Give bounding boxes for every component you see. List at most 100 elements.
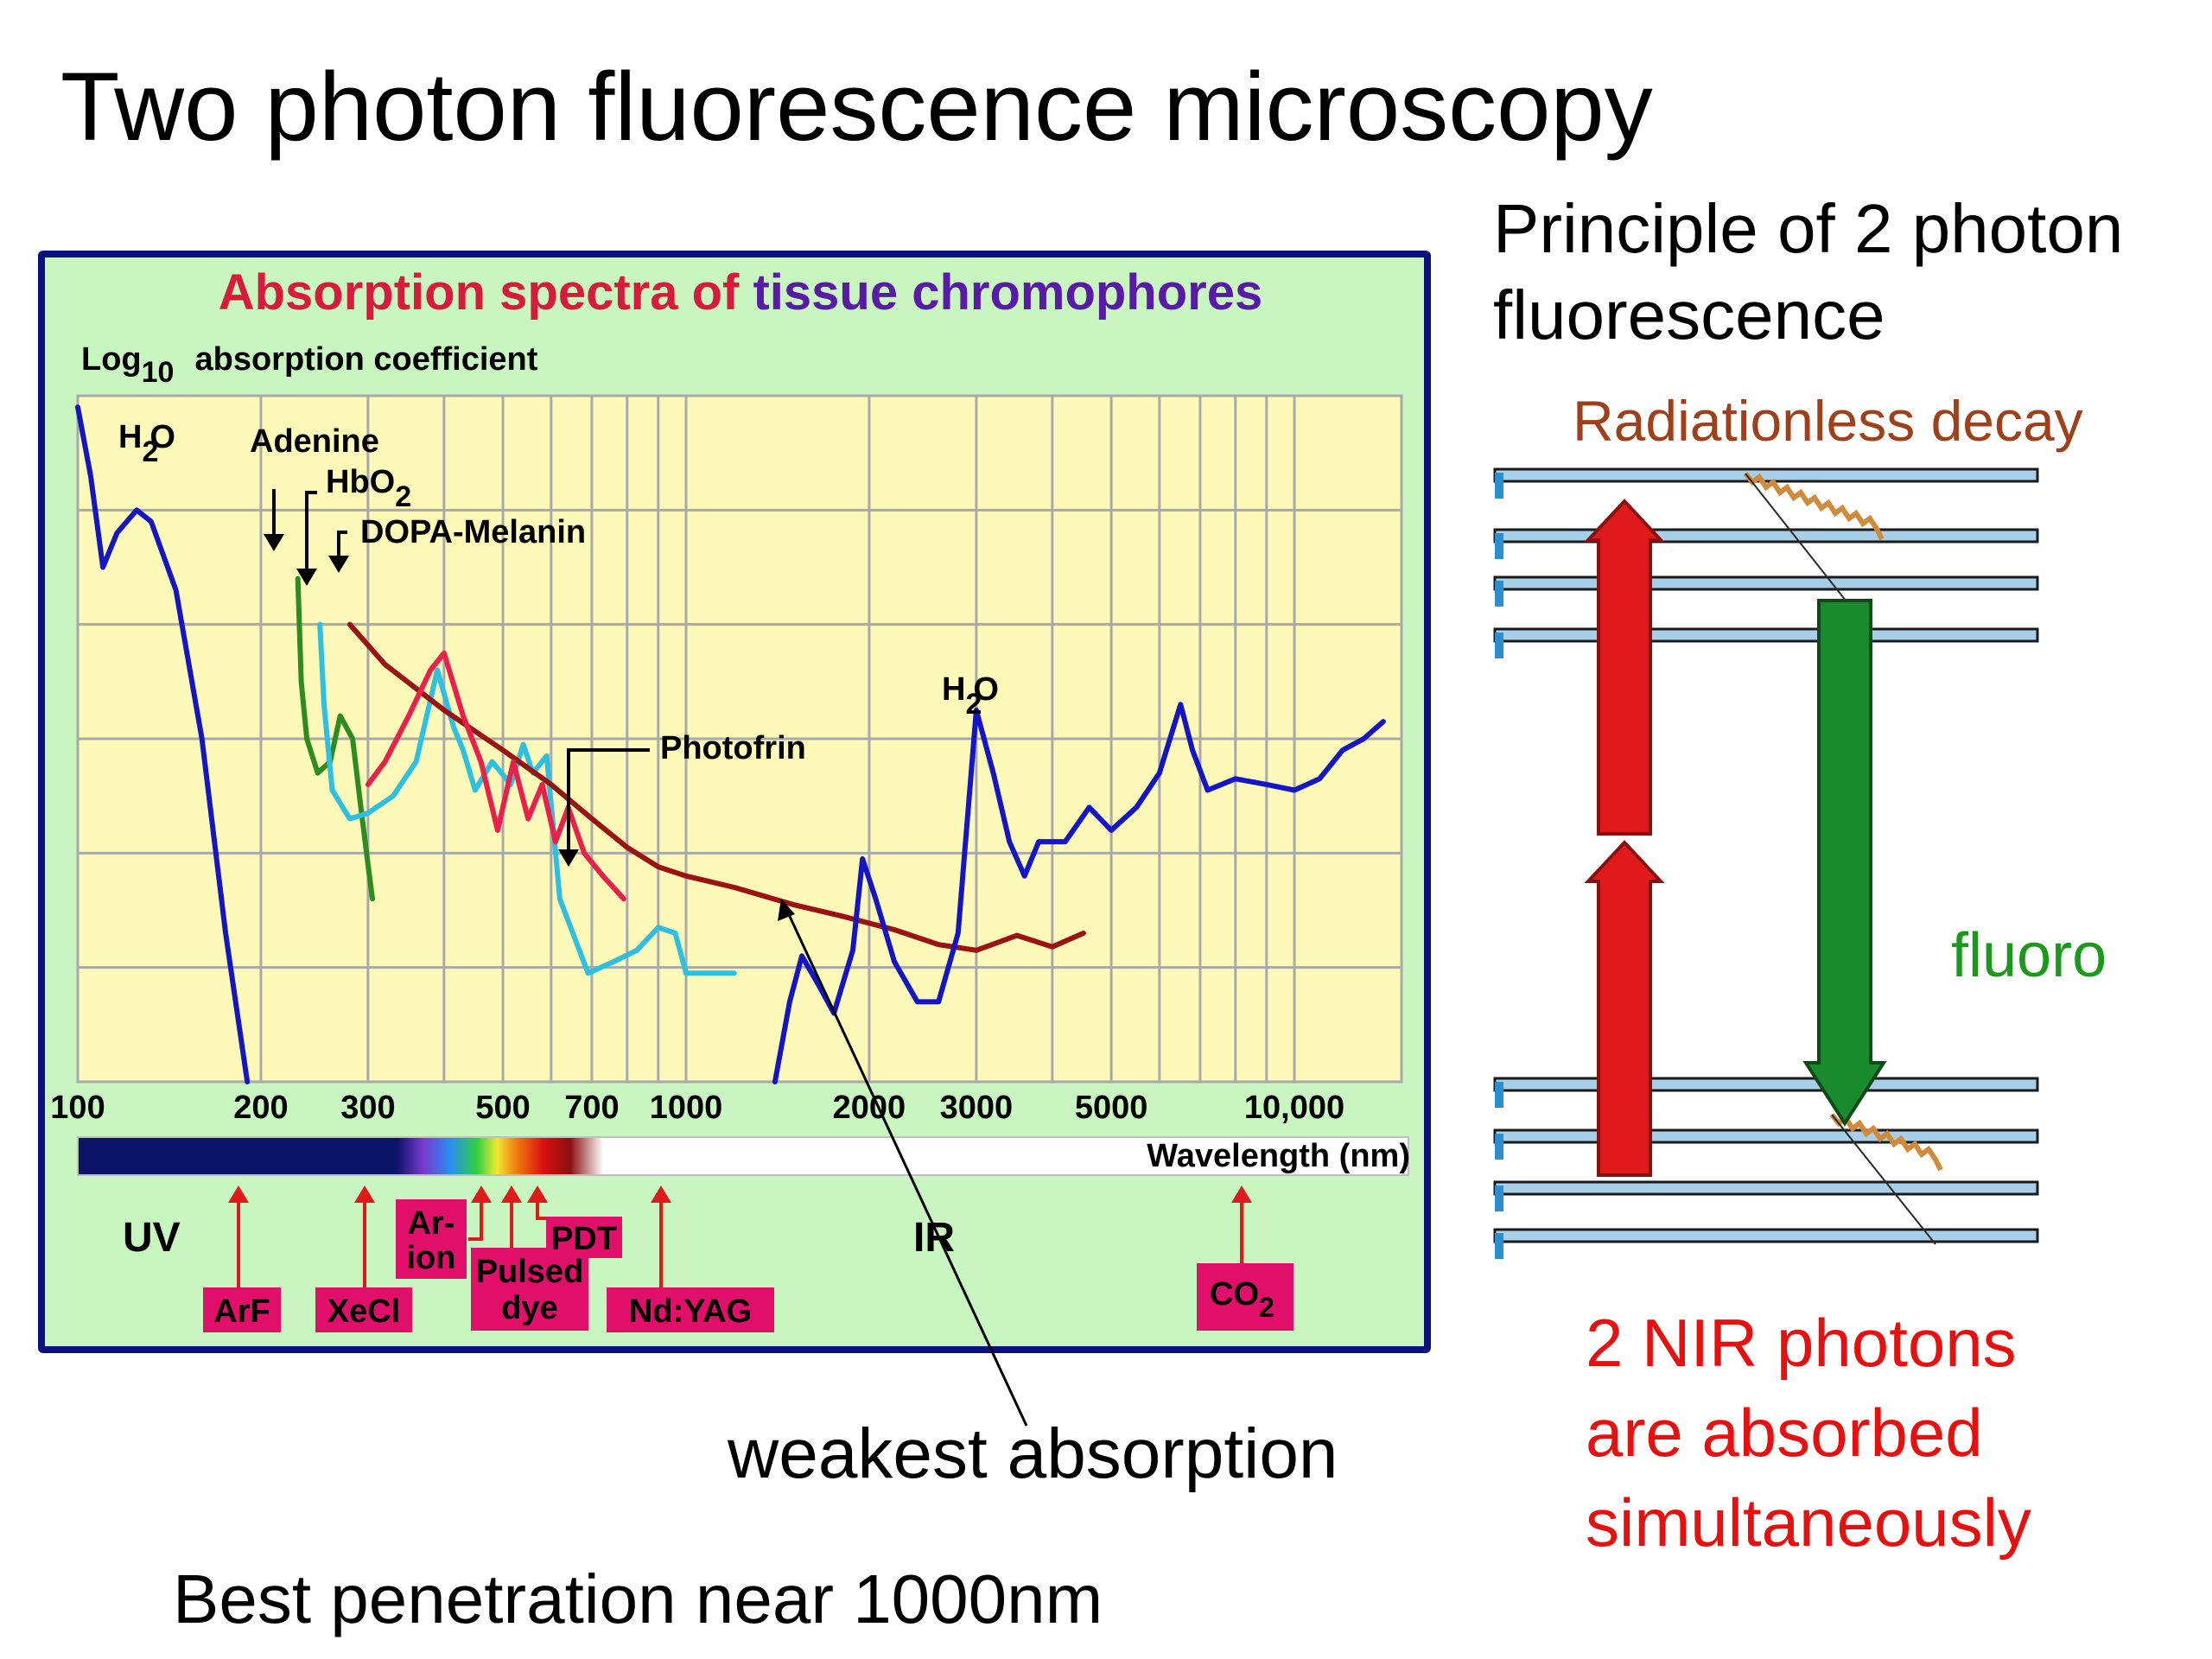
- principle-heading: Principle of 2 photon fluorescence: [1493, 186, 2202, 359]
- curve-markers: [264, 489, 650, 867]
- y-axis-label-main: Log: [81, 341, 142, 378]
- series-layer: [75, 404, 1386, 1084]
- co2-arrow-head: [1231, 1185, 1252, 1203]
- ar-ion-label-line2: ion: [407, 1240, 456, 1276]
- energy-level: [1493, 627, 2039, 643]
- pulsed-dye-box: [471, 1248, 588, 1331]
- co2-label: CO2: [1210, 1276, 1274, 1323]
- y-axis-label-sub: 10: [142, 356, 175, 389]
- water-ir-label-main: H: [942, 671, 965, 708]
- nd-yag-label: Nd:YAG: [629, 1294, 752, 1330]
- water-ir-label: H2O: [942, 671, 999, 721]
- energy-level: [1493, 1077, 2039, 1092]
- x-tick-labels: 100 200 300 500 700 1000 2000 3000 5000 10,000: [50, 1090, 1344, 1126]
- laser-markers: ArF XeCl Ar- ion Pulsed dye PDT: [203, 1185, 1294, 1332]
- nir-line2: are absorbed: [1586, 1395, 1983, 1471]
- chart-title: Absorption spectra of tissue chromophore…: [219, 264, 1263, 321]
- xecl-arrow-head: [354, 1185, 375, 1203]
- nir-line3: simultaneously: [1586, 1484, 2031, 1560]
- decay-zigzag-bottom: [1829, 1113, 1943, 1245]
- energy-level: [1493, 1180, 2039, 1196]
- chart-title-part2: tissue chromophores: [753, 264, 1262, 321]
- hbo2-pointer-head: [296, 569, 317, 586]
- series-photofrin: [365, 650, 626, 902]
- decay-zigzag-bottom-shadow: [1831, 1114, 1936, 1245]
- water-uv-label-main: H: [118, 419, 142, 455]
- ir-region-label: IR: [913, 1215, 955, 1261]
- chart-title-part1: Absorption spectra of: [219, 264, 753, 321]
- excitation-arrow-lower: [1584, 840, 1665, 1177]
- best-penetration-caption: Best penetration near 1000nm: [173, 1560, 1103, 1637]
- uv-region-label: UV: [123, 1215, 181, 1261]
- energy-level: [1493, 1228, 2039, 1243]
- nd-yag-box: [607, 1287, 774, 1332]
- energy-level: [1493, 467, 2039, 483]
- energy-level-tick: [1495, 1233, 1503, 1259]
- water-uv-label-sub: 2: [142, 435, 158, 468]
- series-melanin: [346, 621, 1086, 953]
- x-tick-label: 300: [340, 1090, 395, 1126]
- co2-label-sub: 2: [1259, 1292, 1274, 1323]
- energy-level-tick: [1495, 1134, 1503, 1160]
- nd-yag-arrow-head: [651, 1185, 671, 1203]
- ar-ion-box: [396, 1199, 467, 1279]
- pdt-label: PDT: [551, 1221, 617, 1257]
- y-axis-label: Log10 absorption coefficient: [81, 341, 538, 389]
- adenine-label: Adenine: [250, 423, 379, 460]
- hbo2-label-main: HbO: [326, 464, 395, 500]
- energy-level: [1493, 1128, 2039, 1144]
- series-water_uv: [75, 404, 251, 1084]
- x-tick-label: 10,000: [1244, 1090, 1344, 1126]
- two-photon-energy-diagram: Radiationless decay fluoro: [1493, 389, 2107, 1259]
- water-uv-label: H2O: [118, 419, 175, 468]
- xecl-box: [315, 1287, 412, 1332]
- principle-heading-line2: fluorescence: [1493, 276, 1885, 353]
- fluorescence-arrow-shape: [1802, 599, 1887, 1127]
- energy-levels: [1493, 467, 2039, 1259]
- energy-level: [1493, 528, 2039, 543]
- x-tick-label: 1000: [650, 1090, 723, 1126]
- x-tick-label: 500: [475, 1090, 530, 1126]
- arf-box: [203, 1287, 281, 1332]
- x-tick-label: 100: [50, 1090, 105, 1126]
- pdt-box: [546, 1217, 622, 1258]
- photofrin-pointer-head: [558, 849, 579, 867]
- decay-zigzag-top: [1743, 472, 1885, 606]
- energy-level-tick: [1495, 581, 1503, 607]
- water-ir-label-sub: 2: [965, 688, 982, 721]
- co2-label-main: CO: [1210, 1276, 1259, 1313]
- fluorescence-arrow: [1802, 599, 1887, 1127]
- weakest-pointer-head: [778, 899, 795, 921]
- arf-arrow-head: [228, 1185, 249, 1203]
- decay-zigzag-top-path: [1743, 472, 1885, 541]
- excitation-arrow-lower-shape: [1584, 840, 1665, 1177]
- series-adenine: [295, 575, 375, 902]
- melanin-pointer-head: [328, 556, 349, 573]
- x-tick-label: 700: [564, 1090, 619, 1126]
- radiationless-decay-label: Radiationless decay: [1573, 389, 2083, 453]
- x-axis-label: Wavelength (nm): [1147, 1138, 1410, 1174]
- grid: [76, 396, 1402, 1082]
- adenine-pointer-head: [264, 534, 284, 551]
- water-ir-label-rest: O: [973, 671, 999, 708]
- hbo2-label: HbO2: [326, 464, 411, 513]
- ar-ion-arrow-line: [468, 1198, 483, 1241]
- ar-ion-label-line1: Ar-: [408, 1205, 455, 1242]
- chart-panel: Absorption spectra of tissue chromophore…: [38, 251, 1431, 1353]
- co2-box: [1197, 1263, 1294, 1331]
- hbo2-pointer-line: [305, 491, 317, 573]
- pdt-arrow-line: [536, 1198, 546, 1220]
- nir-photons-note: 2 NIR photons are absorbed simultaneousl…: [1586, 1298, 2190, 1567]
- photofrin-label: Photofrin: [660, 730, 806, 766]
- spectrum-bar: [77, 1136, 1409, 1176]
- x-tick-label: 3000: [940, 1090, 1014, 1126]
- decay-zigzag-bottom-path: [1829, 1113, 1943, 1172]
- energy-level-tick: [1495, 473, 1503, 499]
- energy-level: [1493, 575, 2039, 591]
- arf-label: ArF: [213, 1294, 270, 1330]
- fluoro-label: fluoro: [1951, 921, 2107, 990]
- energy-level-tick: [1495, 632, 1503, 658]
- water-uv-label-rest: O: [149, 419, 175, 455]
- energy-level-tick: [1495, 1082, 1503, 1108]
